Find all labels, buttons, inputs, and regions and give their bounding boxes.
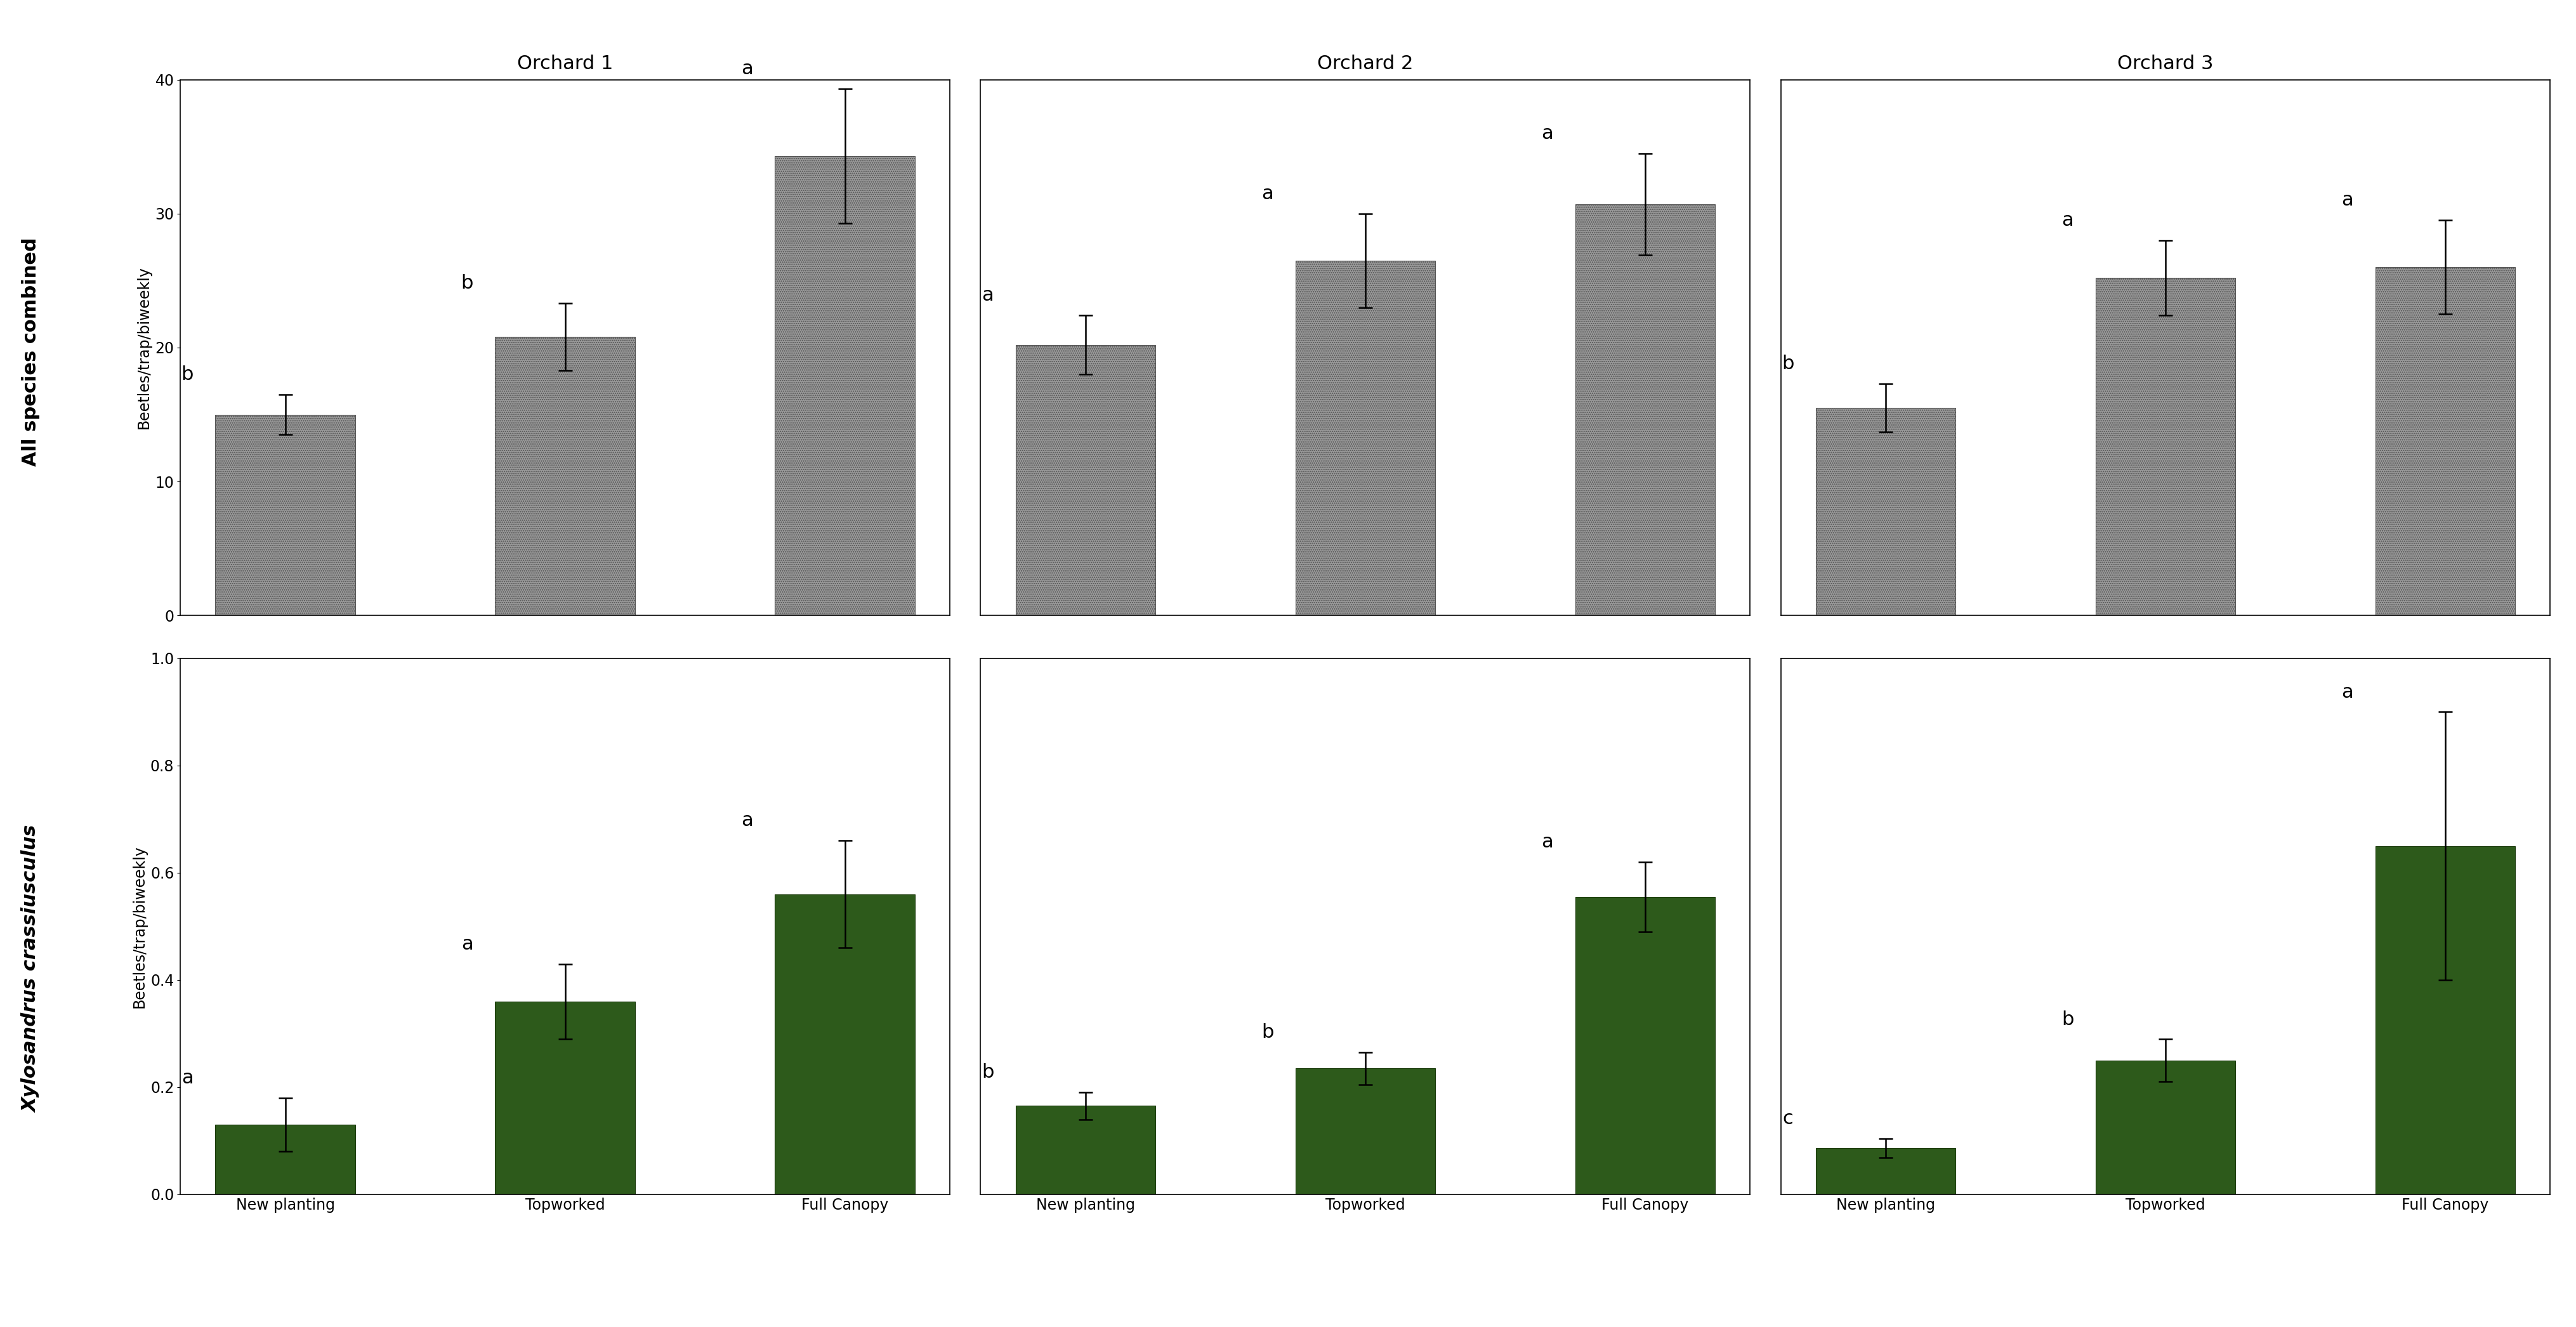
Title: Orchard 3: Orchard 3 [2117,54,2213,73]
Text: Xylosandrus crassiusculus: Xylosandrus crassiusculus [21,825,41,1112]
Bar [216,414,355,616]
Text: a: a [2061,211,2074,230]
Bar [1816,1148,1955,1194]
Bar [2375,267,2514,616]
Bar [2375,847,2514,1194]
Text: b: b [1783,354,1793,373]
Text: a: a [1540,833,1553,852]
Text: All species combined: All species combined [21,238,41,466]
Bar [1296,1068,1435,1194]
Title: Orchard 2: Orchard 2 [1316,54,1414,73]
Bar [1015,345,1157,616]
Text: a: a [742,812,752,829]
Text: a: a [461,934,474,953]
Text: a: a [1540,125,1553,142]
Bar [216,1124,355,1194]
Bar [1574,897,1716,1194]
Y-axis label: Beetles/trap/biweekly: Beetles/trap/biweekly [137,267,152,429]
Bar [775,157,914,616]
Bar [1574,204,1716,616]
Bar [1015,1105,1157,1194]
Text: b: b [461,275,474,293]
Bar [2094,277,2236,616]
Bar [1816,407,1955,616]
Text: c: c [1783,1109,1793,1128]
Y-axis label: Beetles/trap/biweekly: Beetles/trap/biweekly [131,845,147,1007]
Text: a: a [1262,184,1273,203]
Bar [1296,260,1435,616]
Text: b: b [1262,1023,1273,1042]
Bar [495,337,636,616]
Text: a: a [2342,191,2354,210]
Text: a: a [2342,683,2354,701]
Text: b: b [2061,1010,2074,1028]
Title: Orchard 1: Orchard 1 [518,54,613,73]
Bar [775,894,914,1194]
Bar [495,1002,636,1194]
Bar [2094,1060,2236,1194]
Text: a: a [742,60,752,78]
Text: b: b [180,365,193,384]
Text: a: a [981,287,994,305]
Text: b: b [981,1063,994,1082]
Text: a: a [180,1068,193,1087]
